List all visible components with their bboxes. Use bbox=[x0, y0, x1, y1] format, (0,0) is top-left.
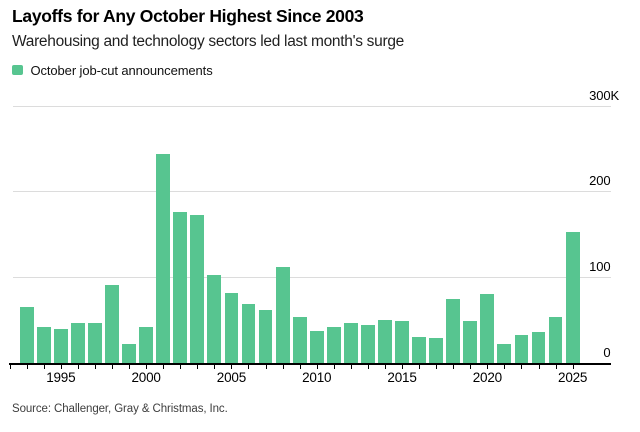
x-axis-label-2010: 2010 bbox=[302, 369, 332, 385]
x-tick-2005 bbox=[231, 364, 233, 369]
x-axis-line bbox=[9, 363, 611, 365]
bar-2002 bbox=[173, 211, 188, 363]
x-tick-2011 bbox=[333, 364, 335, 369]
gridline-100 bbox=[12, 277, 611, 279]
legend-swatch-icon bbox=[12, 64, 23, 76]
x-tick-start bbox=[9, 364, 11, 369]
x-tick-2002 bbox=[180, 364, 182, 369]
x-tick-1996 bbox=[77, 364, 79, 369]
x-axis-label-2005: 2005 bbox=[216, 369, 247, 385]
x-tick-2004 bbox=[214, 364, 216, 369]
x-tick-2017 bbox=[436, 364, 438, 369]
x-tick-2019 bbox=[470, 364, 472, 369]
bar-2021 bbox=[497, 344, 512, 363]
x-tick-2018 bbox=[453, 364, 455, 369]
gridline-200 bbox=[12, 191, 611, 193]
bar-2018 bbox=[446, 298, 461, 363]
bar-2004 bbox=[207, 275, 222, 363]
bar-1993 bbox=[19, 307, 34, 363]
x-tick-2023 bbox=[538, 364, 540, 369]
bar-2000 bbox=[139, 326, 154, 363]
gridline-300 bbox=[12, 105, 611, 107]
bar-2013 bbox=[361, 325, 375, 363]
x-tick-2025 bbox=[572, 364, 574, 369]
bar-2023 bbox=[531, 332, 546, 363]
x-tick-2014 bbox=[384, 364, 386, 369]
bar-1999 bbox=[122, 344, 136, 363]
bar-2006 bbox=[241, 303, 256, 363]
bar-2017 bbox=[429, 338, 444, 363]
bar-2025 bbox=[565, 231, 580, 363]
y-axis-label-200: 200 bbox=[589, 173, 611, 189]
bar-2015 bbox=[395, 320, 409, 363]
x-tick-2006 bbox=[248, 364, 250, 369]
chart-legend: October job-cut announcements bbox=[12, 62, 213, 78]
bar-1998 bbox=[105, 284, 119, 363]
bar-2009 bbox=[292, 316, 307, 363]
x-axis-label-2000: 2000 bbox=[131, 369, 161, 385]
bar-2022 bbox=[514, 334, 529, 363]
y-axis-label-0: 0 bbox=[603, 345, 611, 360]
bar-1994 bbox=[36, 326, 51, 363]
bar-1997 bbox=[88, 322, 102, 363]
y-axis-label-100: 100 bbox=[589, 259, 611, 275]
x-tick-1999 bbox=[129, 364, 131, 369]
bar-2024 bbox=[548, 316, 563, 363]
x-axis-label-2025: 2025 bbox=[558, 369, 588, 385]
x-tick-2000 bbox=[146, 364, 148, 369]
bar-2014 bbox=[378, 320, 392, 363]
legend-label: October job-cut announcements bbox=[30, 62, 213, 78]
bar-2019 bbox=[463, 320, 478, 363]
x-tick-2007 bbox=[265, 364, 267, 369]
bar-2003 bbox=[190, 215, 205, 363]
bar-2007 bbox=[258, 309, 273, 363]
x-axis-label-1995: 1995 bbox=[46, 369, 76, 385]
x-tick-2013 bbox=[367, 364, 369, 369]
x-tick-2003 bbox=[197, 364, 199, 369]
x-tick-2012 bbox=[350, 364, 352, 369]
bar-2011 bbox=[326, 326, 341, 363]
x-tick-2021 bbox=[504, 364, 506, 369]
x-tick-2020 bbox=[487, 364, 489, 369]
x-axis-label-2020: 2020 bbox=[472, 369, 502, 385]
chart-subtitle: Warehousing and technology sectors led l… bbox=[12, 33, 404, 50]
x-axis-label-2015: 2015 bbox=[387, 369, 417, 385]
x-tick-1994 bbox=[43, 364, 45, 369]
bar-2008 bbox=[275, 266, 290, 363]
bar-1995 bbox=[53, 328, 68, 363]
x-tick-2010 bbox=[316, 364, 318, 369]
x-tick-1993 bbox=[26, 364, 28, 369]
bar-2020 bbox=[480, 294, 495, 363]
x-tick-2024 bbox=[555, 364, 557, 369]
x-tick-1995 bbox=[60, 364, 62, 369]
x-tick-2016 bbox=[419, 364, 421, 369]
bar-2012 bbox=[343, 322, 358, 363]
bar-2001 bbox=[156, 154, 171, 363]
x-tick-2022 bbox=[521, 364, 523, 369]
bar-1996 bbox=[70, 322, 85, 363]
bar-2005 bbox=[224, 293, 239, 363]
chart-title: Layoffs for Any October Highest Since 20… bbox=[12, 6, 364, 26]
x-tick-2001 bbox=[163, 364, 165, 369]
x-tick-2015 bbox=[402, 364, 404, 369]
y-axis-unit-suffix: K bbox=[610, 87, 620, 103]
x-tick-2009 bbox=[299, 364, 301, 369]
bar-2010 bbox=[309, 331, 324, 363]
x-tick-1997 bbox=[94, 364, 96, 369]
x-tick-1998 bbox=[112, 364, 113, 369]
y-axis-label-300: 300 K bbox=[589, 87, 620, 103]
source-note: Source: Challenger, Gray & Christmas, In… bbox=[12, 403, 228, 415]
bar-2016 bbox=[412, 337, 426, 363]
x-tick-2008 bbox=[282, 364, 284, 369]
